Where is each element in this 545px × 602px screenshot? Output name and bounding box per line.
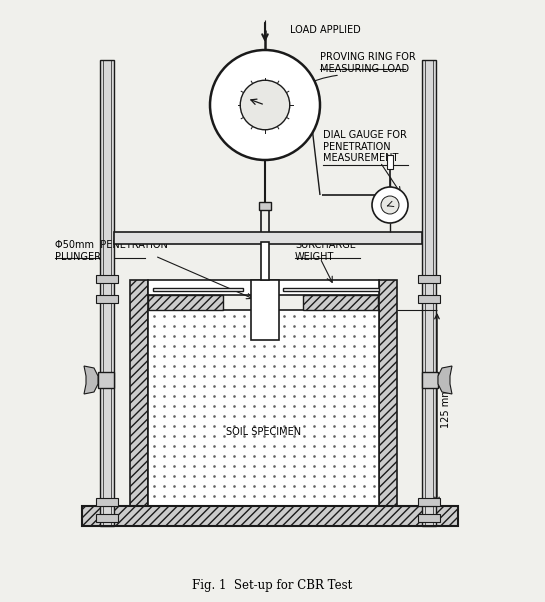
Bar <box>96 295 118 303</box>
Bar <box>418 498 440 506</box>
Circle shape <box>381 196 399 214</box>
Polygon shape <box>84 366 98 394</box>
Text: Fig. 1  Set-up for CBR Test: Fig. 1 Set-up for CBR Test <box>192 579 352 592</box>
Bar <box>422 60 436 526</box>
Bar <box>100 60 114 526</box>
Bar <box>148 295 223 310</box>
Bar <box>130 280 148 506</box>
Bar <box>98 372 114 388</box>
Bar <box>251 280 279 340</box>
Bar <box>114 232 422 244</box>
Circle shape <box>372 187 408 223</box>
Circle shape <box>240 80 290 130</box>
Text: SOIL SPECIMEN: SOIL SPECIMEN <box>226 427 301 436</box>
Polygon shape <box>438 366 452 394</box>
Bar <box>283 288 379 291</box>
Bar <box>418 514 440 522</box>
Bar <box>148 310 379 506</box>
Text: Φ50mm  PENETRATION
PLUNGER: Φ50mm PENETRATION PLUNGER <box>55 240 168 262</box>
Bar <box>153 288 243 291</box>
Bar <box>303 295 378 310</box>
Bar <box>96 514 118 522</box>
Bar <box>418 295 440 303</box>
Bar <box>96 498 118 506</box>
Bar <box>261 242 269 280</box>
Bar <box>82 506 458 526</box>
Text: LOAD APPLIED: LOAD APPLIED <box>290 25 361 35</box>
Circle shape <box>210 50 320 160</box>
Bar <box>148 280 379 295</box>
Bar <box>422 372 438 388</box>
Text: PROVING RING FOR
MEASURING LOAD: PROVING RING FOR MEASURING LOAD <box>320 52 416 73</box>
Bar <box>96 275 118 283</box>
Text: DIAL GAUGE FOR
PENETRATION
MEASUREMENT: DIAL GAUGE FOR PENETRATION MEASUREMENT <box>323 130 407 163</box>
Text: SURCHARGE
WEIGHT: SURCHARGE WEIGHT <box>295 240 356 262</box>
Bar <box>379 280 397 506</box>
Text: 125 mm: 125 mm <box>441 388 451 429</box>
Bar <box>387 155 393 169</box>
Bar <box>418 275 440 283</box>
Bar <box>259 202 271 210</box>
Bar <box>82 506 458 526</box>
